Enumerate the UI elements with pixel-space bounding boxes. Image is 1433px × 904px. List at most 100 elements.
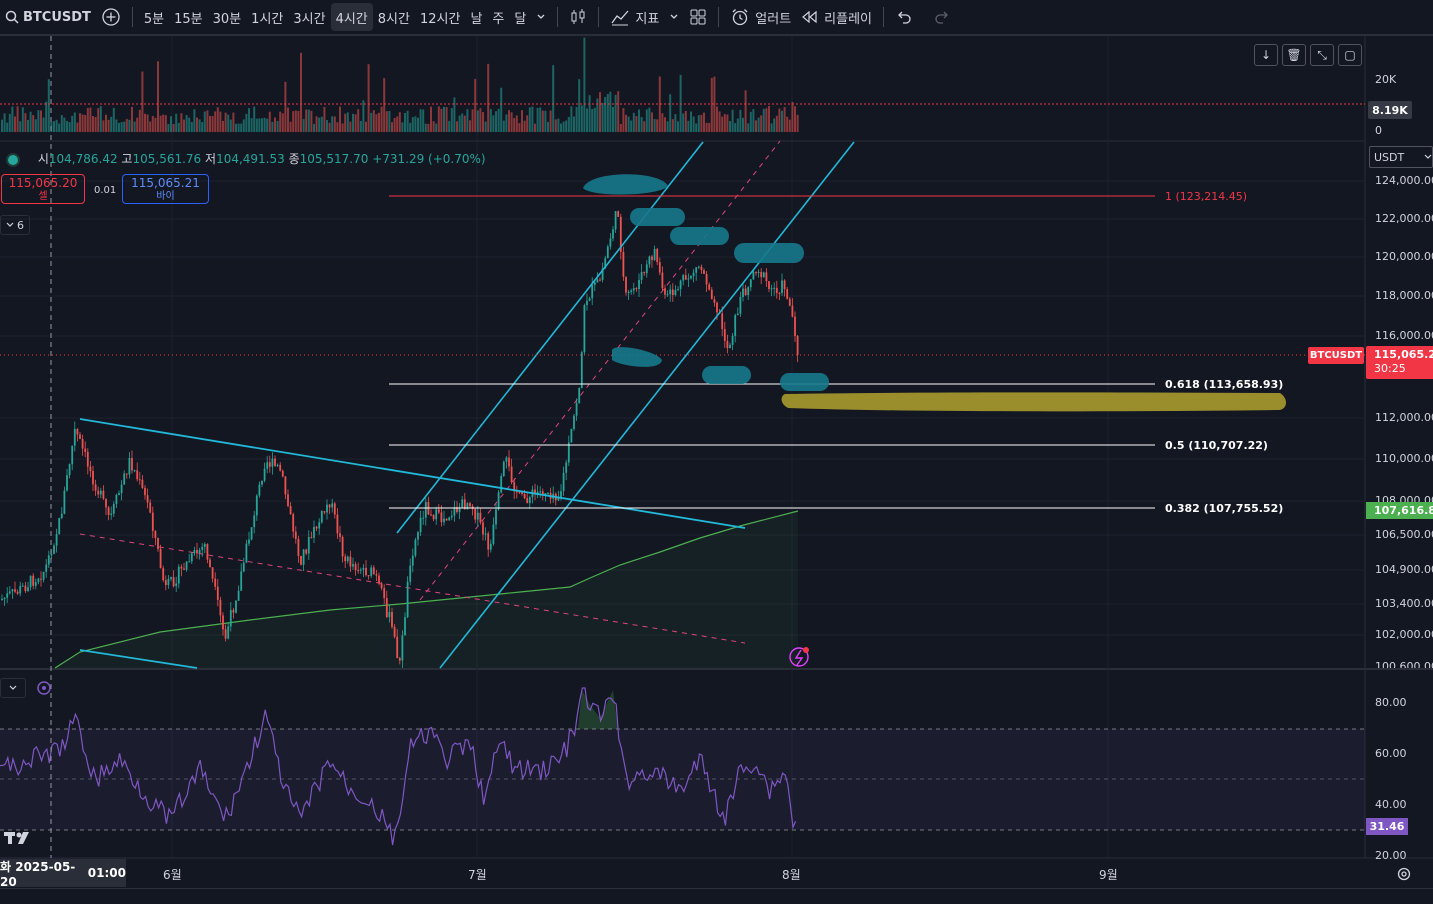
symbol-search[interactable]: BTCUSDT xyxy=(0,0,96,34)
candle-body xyxy=(8,591,11,594)
maximize-pane-button[interactable]: ▢ xyxy=(1338,44,1362,66)
indicators-collapse-button[interactable]: 6 xyxy=(0,215,30,235)
moving-average-line xyxy=(54,510,799,669)
volume-bar xyxy=(666,121,669,132)
channel-lower-line[interactable] xyxy=(439,141,855,669)
candle-body xyxy=(21,585,24,587)
collapse-pane-button[interactable]: ⤡ xyxy=(1310,44,1334,66)
candle-body xyxy=(92,470,94,485)
volume-bar xyxy=(201,122,204,132)
volume-bar xyxy=(37,110,40,132)
candle-body xyxy=(123,473,126,485)
interval-month[interactable]: 달 xyxy=(514,11,527,27)
compare-button[interactable] xyxy=(96,0,126,34)
candle-body xyxy=(276,464,279,466)
volume-bar xyxy=(703,112,705,132)
trash-icon: 🗑 xyxy=(1286,48,1302,62)
indicators-dropdown[interactable] xyxy=(664,0,684,34)
candle-body xyxy=(580,352,583,389)
sell-button[interactable]: 115,065.20 셀 xyxy=(1,174,85,204)
descending-trendline[interactable] xyxy=(79,418,746,529)
channel-upper-line[interactable] xyxy=(396,141,704,534)
candle-body xyxy=(630,290,633,292)
candle-body xyxy=(487,533,490,550)
candle-body xyxy=(133,470,136,472)
alert-button[interactable]: 얼러트 xyxy=(725,0,796,34)
candle-body xyxy=(653,248,656,260)
visibility-icon[interactable] xyxy=(8,154,18,165)
interval-dropdown[interactable] xyxy=(531,0,551,34)
candle-body xyxy=(289,506,292,515)
volume-bar xyxy=(560,123,562,132)
chart-canvas[interactable]: 1 (123,214.45) 0.618 (113,658.93) 0.5 (1… xyxy=(0,36,1433,903)
price-axis-label: 110,000.00 xyxy=(1375,452,1433,465)
candle-body xyxy=(401,635,404,661)
buy-button[interactable]: 115,065.21 바이 xyxy=(122,174,209,204)
volume-bar xyxy=(388,110,391,132)
volume-bar xyxy=(484,121,487,132)
undo-button[interactable] xyxy=(890,0,918,34)
candle-body xyxy=(690,275,692,279)
candle-body xyxy=(388,612,391,618)
templates-button[interactable] xyxy=(684,0,712,34)
candle-body xyxy=(567,442,570,463)
candle-body xyxy=(383,588,386,599)
candle-body xyxy=(398,658,401,661)
volume-bar xyxy=(760,115,763,132)
lightning-icon[interactable] xyxy=(789,647,809,667)
interval-15m[interactable]: 15분 xyxy=(174,11,203,27)
candle-body xyxy=(770,288,773,290)
candlesticks xyxy=(1,210,799,668)
volume-bar xyxy=(747,123,750,132)
candle-body xyxy=(120,484,123,494)
volume-bar xyxy=(352,113,354,132)
candle-body xyxy=(175,583,178,587)
interval-5m[interactable]: 5분 xyxy=(143,11,165,27)
interval-4h[interactable]: 4시간 xyxy=(330,3,373,31)
candle-body xyxy=(97,490,100,495)
time-axis-label: 9월 xyxy=(1099,868,1118,882)
interval-8h[interactable]: 8시간 xyxy=(377,11,410,27)
chart-type-button[interactable] xyxy=(564,0,592,34)
interval-30m[interactable]: 30분 xyxy=(212,11,242,27)
candle-body xyxy=(541,491,544,496)
candle-body xyxy=(409,565,412,582)
descending-support-line[interactable] xyxy=(79,649,198,669)
interval-1h[interactable]: 1시간 xyxy=(251,11,284,27)
redo-button[interactable] xyxy=(928,0,956,34)
candle-body xyxy=(206,544,209,560)
interval-day[interactable]: 날 xyxy=(470,11,483,27)
price-axis-label: 116,000.00 xyxy=(1375,329,1433,342)
candle-body xyxy=(562,472,565,492)
volume-bar xyxy=(281,113,284,132)
volume-bar xyxy=(292,111,295,132)
candle-body xyxy=(385,598,388,618)
candle-body xyxy=(627,291,630,293)
interval-12h[interactable]: 12시간 xyxy=(419,11,461,27)
crosshair-time-label: 화 2025-05-20 01:00 xyxy=(0,859,126,889)
candle-body xyxy=(391,612,393,627)
chart-settings-button[interactable] xyxy=(1396,866,1412,886)
volume-bar xyxy=(414,116,417,132)
volume-bar xyxy=(687,120,690,132)
rsi-collapse-button[interactable] xyxy=(0,678,26,698)
delete-pane-button[interactable]: 🗑 xyxy=(1282,44,1306,66)
volume-bar xyxy=(92,116,94,132)
candle-body xyxy=(734,315,737,337)
volume-bar xyxy=(253,106,256,132)
volume-bar xyxy=(404,113,406,132)
volume-bar xyxy=(398,112,401,132)
rsi-settings-icon[interactable] xyxy=(37,681,51,695)
currency-selector[interactable]: USDT xyxy=(1369,146,1433,168)
candle-body xyxy=(406,581,409,618)
replay-button[interactable]: 리플레이 xyxy=(796,0,877,34)
interval-week[interactable]: 주 xyxy=(492,11,505,27)
volume-bar xyxy=(474,78,477,132)
rsi-axis-label: 80.00 xyxy=(1375,696,1407,709)
volume-bar xyxy=(47,79,50,132)
symbol-label: BTCUSDT xyxy=(23,9,91,25)
interval-3h[interactable]: 3시간 xyxy=(293,11,326,27)
volume-bar xyxy=(796,114,799,132)
indicators-button[interactable]: 지표 xyxy=(605,0,664,34)
move-down-button[interactable]: ↓ xyxy=(1254,44,1278,66)
